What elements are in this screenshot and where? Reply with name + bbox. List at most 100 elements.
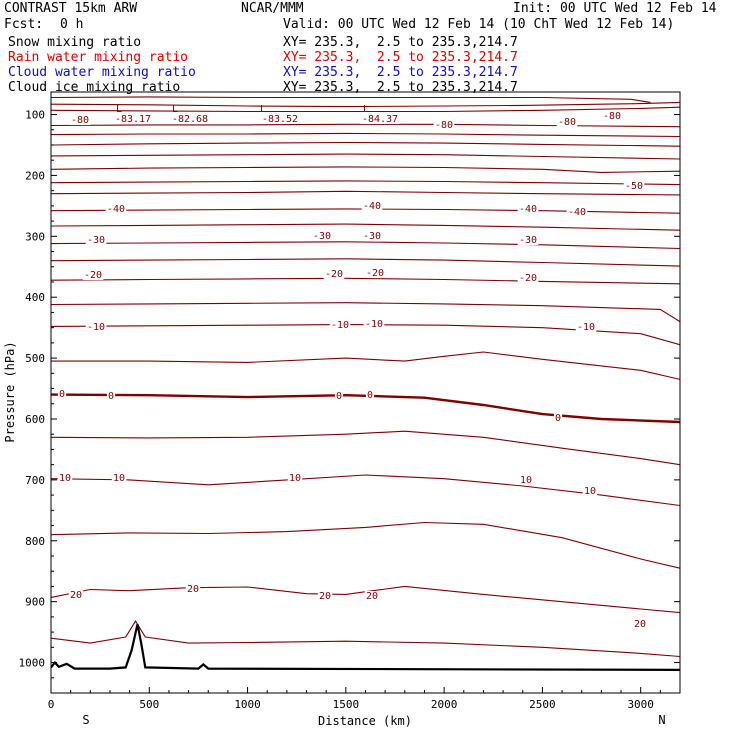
contour-label: 0 bbox=[367, 390, 373, 401]
contour-label-bg bbox=[518, 475, 534, 485]
contour-label: -30 bbox=[519, 235, 537, 246]
contour-line-17 bbox=[51, 351, 680, 380]
x-axis-label: Distance (km) bbox=[318, 714, 412, 728]
low-marker: L bbox=[116, 104, 122, 115]
contour-label: 20 bbox=[70, 590, 82, 601]
y-tick-label: 600 bbox=[25, 413, 45, 426]
low-marker: L bbox=[363, 104, 369, 115]
contour-label: 10 bbox=[113, 473, 125, 484]
x-tick-label: 0 bbox=[48, 698, 55, 711]
field-name: Cloud ice mixing ratio bbox=[8, 80, 181, 95]
x-end-label-south: S bbox=[82, 713, 89, 727]
contour-label-bg bbox=[517, 235, 539, 245]
contour-label: -10 bbox=[331, 320, 349, 331]
contour-label-bg bbox=[260, 114, 300, 124]
contour-lines bbox=[51, 96, 680, 658]
contour-label-bg bbox=[323, 269, 345, 279]
contour-label: 10 bbox=[289, 473, 301, 484]
contour-label-bg bbox=[82, 270, 104, 280]
contour-line-20 bbox=[51, 474, 680, 507]
contour-line-6 bbox=[51, 153, 680, 160]
contour-line-19 bbox=[51, 430, 680, 466]
contour-label: 20 bbox=[366, 591, 378, 602]
contour-label-bg bbox=[575, 322, 597, 332]
y-tick-label: 700 bbox=[25, 474, 45, 487]
contour-line-13 bbox=[51, 258, 680, 267]
contour-label-bg bbox=[317, 591, 333, 601]
contour-label: -20 bbox=[366, 268, 384, 279]
field-xy: XY= 235.3, 2.5 to 235.3,214.7 bbox=[283, 80, 518, 95]
terrain-layer bbox=[51, 623, 680, 671]
x-axis: 0 500 1000 1500 2000 2500 3000 bbox=[48, 687, 681, 711]
contour-line-18 bbox=[51, 393, 680, 424]
contour-label: -84.37 bbox=[362, 114, 398, 125]
init-time: Init: 00 UTC Wed 12 Feb 14 bbox=[513, 1, 717, 16]
contour-label-bg bbox=[632, 619, 648, 629]
contour-label-bg bbox=[85, 235, 107, 245]
contour-label: -83.52 bbox=[262, 114, 298, 125]
contour-label: -40 bbox=[107, 204, 125, 215]
contour-label-bg bbox=[556, 117, 578, 127]
contour-line-3 bbox=[51, 123, 680, 128]
contour-label: -80 bbox=[71, 115, 89, 126]
fcst-value: 0 h bbox=[60, 17, 84, 32]
contour-label-bg bbox=[287, 473, 303, 483]
x-tick-label: 2000 bbox=[431, 698, 458, 711]
y-tick-label: 400 bbox=[25, 291, 45, 304]
contour-label-bg bbox=[553, 413, 563, 423]
contour-label-bg bbox=[106, 391, 116, 401]
contour-label: -50 bbox=[625, 181, 643, 192]
field-name: Cloud water mixing ratio bbox=[8, 65, 196, 80]
contour-line-10 bbox=[51, 208, 680, 214]
contour-line-4 bbox=[51, 132, 680, 138]
contour-label: 10 bbox=[59, 473, 71, 484]
contour-label-bg bbox=[185, 584, 201, 594]
contour-label-bg bbox=[57, 473, 73, 483]
contour-label-bg bbox=[566, 207, 588, 217]
contour-line-2 bbox=[51, 106, 680, 113]
y-tick-label: 900 bbox=[25, 596, 45, 609]
field-xy: XY= 235.3, 2.5 to 235.3,214.7 bbox=[283, 35, 518, 50]
contour-label-bg bbox=[329, 320, 351, 330]
model-title: CONTRAST 15km ARW bbox=[4, 1, 138, 16]
contour-label: 0 bbox=[336, 391, 342, 402]
contour-label: -20 bbox=[519, 273, 537, 284]
y-tick-label: 100 bbox=[25, 109, 45, 122]
contour-line-14 bbox=[51, 277, 680, 285]
contour-label: -83.17 bbox=[115, 114, 151, 125]
contour-line-9 bbox=[51, 190, 680, 196]
contour-line-1 bbox=[51, 101, 680, 108]
fcst-label: Fcst: bbox=[4, 17, 44, 32]
contour-label-bg bbox=[623, 181, 645, 191]
contour-labels: -80 -83.17 -82.68 -83.52 -84.37 -80 -80 -80 -50 -… bbox=[57, 104, 648, 630]
contour-line-8 bbox=[51, 180, 680, 186]
low-marker: L bbox=[260, 104, 266, 115]
contour-label-bg bbox=[433, 120, 455, 130]
contour-label: -20 bbox=[84, 270, 102, 281]
low-marker: L bbox=[172, 104, 178, 115]
contour-label-bg bbox=[364, 591, 380, 601]
x-tick-label: 500 bbox=[139, 698, 159, 711]
org-label: NCAR/MMM bbox=[241, 1, 304, 16]
field-xy: XY= 235.3, 2.5 to 235.3,214.7 bbox=[283, 50, 518, 65]
contour-line-0 bbox=[51, 96, 651, 103]
contour-label-bg bbox=[363, 319, 385, 329]
contour-label: 10 bbox=[520, 475, 532, 486]
contour-line-21 bbox=[51, 521, 680, 569]
contour-label-bg bbox=[105, 204, 127, 214]
contour-label-bg bbox=[85, 322, 107, 332]
contour-line-15 bbox=[51, 302, 680, 323]
contour-label-bg bbox=[361, 201, 383, 211]
x-end-label-north: N bbox=[658, 713, 665, 727]
contour-label-bg bbox=[517, 273, 539, 283]
contour-label: -20 bbox=[325, 269, 343, 280]
contour-label-bg bbox=[360, 114, 400, 124]
contour-label-bg bbox=[582, 486, 598, 496]
y-axis-label: Pressure (hPa) bbox=[3, 341, 17, 442]
contour-line-7 bbox=[51, 166, 680, 173]
y-tick-label: 200 bbox=[25, 169, 45, 182]
contour-label: -30 bbox=[87, 235, 105, 246]
contour-label: 0 bbox=[59, 389, 65, 400]
